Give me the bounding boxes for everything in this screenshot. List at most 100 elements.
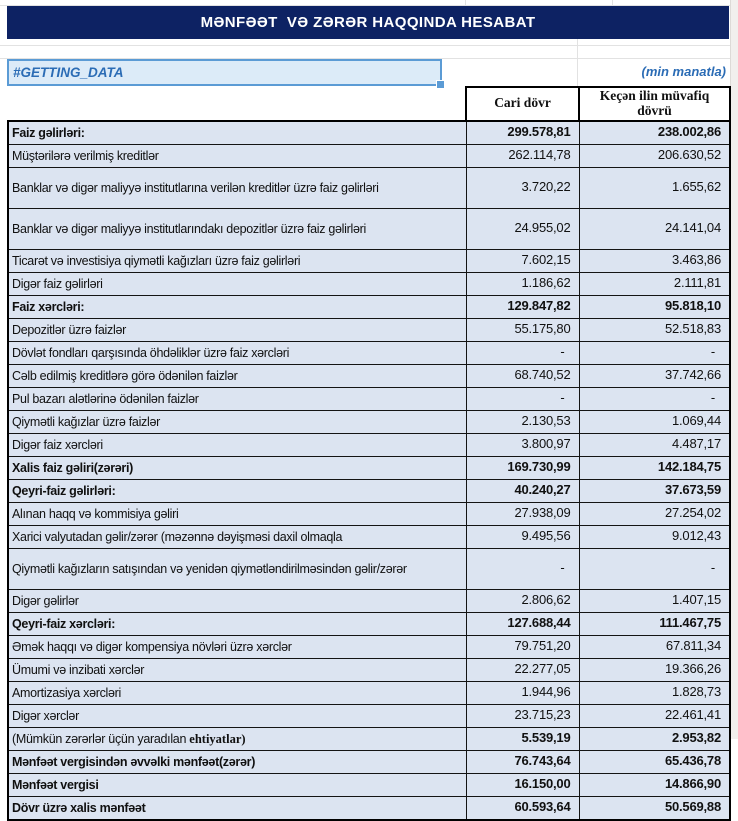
previous-value-cell[interactable]: 37.673,59 [578, 478, 731, 503]
previous-value-cell[interactable]: - [578, 340, 731, 365]
row-label-cell[interactable]: Xalis faiz gəliri(zərəri) [7, 455, 467, 480]
previous-value-cell[interactable]: 27.254,02 [578, 501, 731, 526]
previous-value-cell[interactable]: 142.184,75 [578, 455, 731, 480]
row-label-cell[interactable]: Banklar və digər maliyyə institutlarına … [7, 166, 467, 209]
pnl-table: Cari dövr Keçən ilin müvafiq dövrü Faiz … [7, 86, 731, 821]
row-label-cell[interactable]: Dövr üzrə xalis mənfəət [7, 795, 467, 821]
row-label-cell[interactable]: Ticarət və investisiya qiymətli kağızlar… [7, 248, 467, 273]
previous-value-cell[interactable]: 1.407,15 [578, 588, 731, 613]
current-value-cell[interactable]: - [465, 340, 580, 365]
row-label-cell[interactable]: Digər gəlirlər [7, 588, 467, 613]
row-label-cell[interactable]: Xarici valyutadan gəlir/zərər (məzənnə d… [7, 524, 467, 549]
previous-value-cell[interactable]: 206.630,52 [578, 143, 731, 168]
row-label-cell[interactable]: Müştərilərə verilmiş kreditlər [7, 143, 467, 168]
current-value-cell[interactable]: 127.688,44 [465, 611, 580, 636]
current-value-cell[interactable]: 16.150,00 [465, 772, 580, 797]
current-value-cell[interactable]: - [465, 547, 580, 590]
row-label-cell[interactable]: Digər faiz xərcləri [7, 432, 467, 457]
current-value-cell[interactable]: 68.740,52 [465, 363, 580, 388]
previous-value-cell[interactable]: 111.467,75 [578, 611, 731, 636]
row-label-cell[interactable]: Digər xərclər [7, 703, 467, 728]
row-label-cell[interactable]: Qiymətli kağızlar üzrə faizlər [7, 409, 467, 434]
previous-value-cell[interactable]: 50.569,88 [578, 795, 731, 821]
current-value-cell[interactable]: 1.186,62 [465, 271, 580, 296]
current-value-cell[interactable]: 23.715,23 [465, 703, 580, 728]
current-value-cell[interactable]: 3.800,97 [465, 432, 580, 457]
table-row: Faiz xərcləri: 129.847,82 95.818,10 [7, 294, 731, 319]
table-row: Ümumi və inzibati xərclər 22.277,05 19.366… [7, 657, 731, 682]
previous-value-cell[interactable]: 67.811,34 [578, 634, 731, 659]
table-row: Müştərilərə verilmiş kreditlər 262.114,78… [7, 143, 731, 168]
current-value-cell[interactable]: 7.602,15 [465, 248, 580, 273]
current-value-cell[interactable]: 9.495,56 [465, 524, 580, 549]
current-value-cell[interactable]: 2.130,53 [465, 409, 580, 434]
column-header-previous[interactable]: Keçən ilin müvafiq dövrü [578, 86, 731, 122]
row-label-cell[interactable]: Alınan haqq və kommisiya gəliri [7, 501, 467, 526]
previous-value-cell[interactable]: 3.463,86 [578, 248, 731, 273]
current-value-cell[interactable]: 22.277,05 [465, 657, 580, 682]
current-value-cell[interactable]: 299.578,81 [465, 119, 580, 145]
current-value-cell[interactable]: 76.743,64 [465, 749, 580, 774]
previous-value-cell[interactable]: 52.518,83 [578, 317, 731, 342]
previous-value-cell[interactable]: 24.141,04 [578, 207, 731, 250]
previous-value-cell[interactable]: - [578, 386, 731, 411]
previous-value-cell[interactable]: 65.436,78 [578, 749, 731, 774]
current-value-cell[interactable]: 3.720,22 [465, 166, 580, 209]
previous-value-cell[interactable]: 19.366,26 [578, 657, 731, 682]
table-row: Qiymətli kağızların satışından və yenidə… [7, 547, 731, 590]
current-value-cell[interactable]: 129.847,82 [465, 294, 580, 319]
table-row: Banklar və digər maliyyə institutlarında… [7, 207, 731, 250]
current-value-cell[interactable]: 55.175,80 [465, 317, 580, 342]
current-value-cell[interactable]: 169.730,99 [465, 455, 580, 480]
table-row: Qiymətli kağızlar üzrə faizlər 2.130,53 1.… [7, 409, 731, 434]
current-value-cell[interactable]: 262.114,78 [465, 143, 580, 168]
unit-note-cell[interactable]: (min manatla) [641, 64, 726, 79]
previous-value-cell[interactable]: 1.828,73 [578, 680, 731, 705]
getting-data-text: #GETTING_DATA [13, 65, 124, 80]
table-row: Dövlət fondları qarşısında öhdəliklər üz… [7, 340, 731, 365]
row-label-cell[interactable]: Banklar və digər maliyyə institutlarında… [7, 207, 467, 250]
current-value-cell[interactable]: 60.593,64 [465, 795, 580, 821]
current-value-cell[interactable]: 27.938,09 [465, 501, 580, 526]
row-label-cell[interactable]: Faiz xərcləri: [7, 294, 467, 319]
row-label-cell[interactable]: Cəlb edilmiş kreditlərə görə ödənilən fa… [7, 363, 467, 388]
report-title-cell[interactable]: MƏNFƏƏT VƏ ZƏRƏR HAQQINDA HESABAT [7, 6, 729, 39]
current-value-cell[interactable]: 24.955,02 [465, 207, 580, 250]
previous-value-cell[interactable]: 4.487,17 [578, 432, 731, 457]
row-label-cell[interactable]: Qeyri-faiz xərcləri: [7, 611, 467, 636]
previous-value-cell[interactable]: 1.069,44 [578, 409, 731, 434]
previous-value-cell[interactable]: 37.742,66 [578, 363, 731, 388]
previous-value-cell[interactable]: 22.461,41 [578, 703, 731, 728]
row-label-cell[interactable]: Pul bazarı alətlərinə ödənilən faizlər [7, 386, 467, 411]
current-value-cell[interactable]: 1.944,96 [465, 680, 580, 705]
previous-value-cell[interactable]: - [578, 547, 731, 590]
previous-value-cell[interactable]: 1.655,62 [578, 166, 731, 209]
previous-value-cell[interactable]: 14.866,90 [578, 772, 731, 797]
column-header-current[interactable]: Cari dövr [465, 86, 580, 122]
row-label-cell[interactable]: Dövlət fondları qarşısında öhdəliklər üz… [7, 340, 467, 365]
current-value-cell[interactable]: 2.806,62 [465, 588, 580, 613]
current-value-cell[interactable]: - [465, 386, 580, 411]
getting-data-cell[interactable]: #GETTING_DATA [7, 59, 445, 89]
row-label-cell[interactable]: Faiz gəlirləri: [7, 119, 467, 145]
row-label-cell[interactable]: Qeyri-faiz gəlirləri: [7, 478, 467, 503]
table-row: Qeyri-faiz xərcləri: 127.688,44 111.467,75 [7, 611, 731, 636]
table-row: Ticarət və investisiya qiymətli kağızlar… [7, 248, 731, 273]
row-label-cell[interactable]: Amortizasiya xərcləri [7, 680, 467, 705]
row-label-cell[interactable]: Digər faiz gəlirləri [7, 271, 467, 296]
previous-value-cell[interactable]: 2.111,81 [578, 271, 731, 296]
previous-value-cell[interactable]: 9.012,43 [578, 524, 731, 549]
gridline [0, 58, 738, 59]
row-label-cell[interactable]: Qiymətli kağızların satışından və yenidə… [7, 547, 467, 590]
current-value-cell[interactable]: 40.240,27 [465, 478, 580, 503]
row-label-cell[interactable]: Əmək haqqı və digər kompensiya növləri ü… [7, 634, 467, 659]
table-row: Alınan haqq və kommisiya gəliri 27.938,09… [7, 501, 731, 526]
current-value-cell[interactable]: 79.751,20 [465, 634, 580, 659]
row-label-cell[interactable]: Depozitlər üzrə faizlər [7, 317, 467, 342]
row-label-cell[interactable]: Mənfəət vergisindən əvvəlki mənfəət(zərə… [7, 749, 467, 774]
previous-value-cell[interactable]: 95.818,10 [578, 294, 731, 319]
row-label-cell[interactable]: Ümumi və inzibati xərclər [7, 657, 467, 682]
previous-value-cell[interactable]: 238.002,86 [578, 119, 731, 145]
row-label-cell[interactable]: Mənfəət vergisi [7, 772, 467, 797]
fill-handle[interactable] [436, 80, 445, 89]
